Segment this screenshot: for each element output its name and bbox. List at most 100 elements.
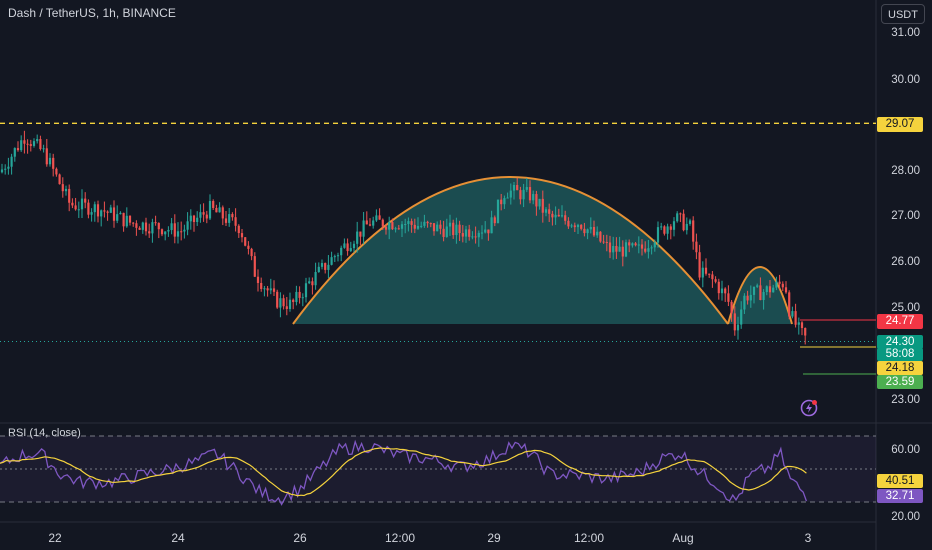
candle-body [32,141,36,146]
price-tick: 28.00 [891,165,920,177]
candle-body [359,231,362,237]
candle-body [740,309,743,325]
candle-body [36,139,39,142]
candle-body [311,281,314,286]
last-price-badge: 24.30 [877,335,923,349]
candle-body [112,207,116,221]
candle-body [551,213,554,218]
candle-body [93,204,96,213]
candle-body [685,223,688,231]
candle-body [496,199,500,224]
candle-body [80,198,84,210]
candle-body [391,222,394,230]
candle-body [154,222,157,224]
candle-body [445,226,448,237]
candle-body [333,256,336,258]
candle-body [167,230,170,232]
candle-body [282,298,285,307]
candle-body [68,188,71,203]
candle-body [74,205,77,210]
price-tick: 31.00 [891,27,920,39]
candle-body [442,228,445,237]
candle-body [29,144,32,146]
candle-body [208,200,212,219]
candle-body [484,229,487,233]
candle-body [730,301,733,314]
candle-body [100,210,103,217]
candle-body [506,197,509,199]
candle-body [548,209,551,214]
candle-body [733,313,736,331]
candle-body [775,281,778,288]
candle-body [90,212,93,215]
time-tick: 22 [48,531,62,545]
candle-body [637,244,640,246]
candle-body [247,245,250,249]
candle-body [384,226,388,230]
resistance-badge: 29.07 [877,117,923,132]
candle-body [269,288,272,291]
candle-body [45,148,48,165]
candle-body [512,185,516,191]
candle-body [122,212,125,227]
candle-body [797,322,800,325]
candle-body [160,229,164,235]
candle-body [218,207,221,213]
candle-body [400,224,404,229]
candle-body [477,232,480,238]
candle-body [256,276,260,283]
candle-body [410,221,413,225]
lightning-alert-icon[interactable] [799,398,819,418]
candle-body [250,248,253,257]
candle-body [164,231,167,235]
candle-body [480,232,484,234]
candle-body [23,140,26,144]
candle-body [301,297,304,299]
candle-body [644,248,647,252]
candle-body [602,241,605,243]
candle-body [676,213,679,222]
candle-body [58,174,61,185]
candle-body [701,267,704,278]
neckline-badge: 24.77 [877,314,923,329]
candle-body [330,257,333,265]
candle-body [176,231,180,237]
candle-body [688,220,692,224]
candle-body [285,306,288,309]
candle-body [343,243,346,248]
candle-body [157,223,160,230]
candle-body [340,247,343,256]
candle-body [503,198,506,205]
candle-body [362,220,365,237]
candle-body [295,291,298,303]
candle-body [199,212,202,218]
candle-body [128,215,132,223]
candle-body [346,243,349,252]
candle-body [180,231,183,233]
candle-body [13,148,16,157]
candle-body [215,207,218,213]
candle-body [679,213,682,215]
candle-body [148,231,151,234]
currency-button[interactable]: USDT [881,4,925,24]
candle-body [212,200,215,208]
candle-body [692,220,695,242]
candle-body [368,224,372,226]
rsi-tick: 20.00 [891,511,920,523]
candle-body [468,229,471,237]
candle-body [624,242,628,257]
candle-body [628,242,631,246]
candle-body [42,148,45,150]
candle-body [708,273,711,275]
candle-body [125,215,128,227]
candle-body [717,281,720,294]
small-top-arc [727,266,793,325]
candle-body [656,227,660,243]
candle-body [522,189,525,200]
candle-body [52,157,55,169]
candle-body [804,328,807,336]
candle-body [7,166,10,169]
candle-body [71,202,74,206]
candle-body [560,215,564,217]
